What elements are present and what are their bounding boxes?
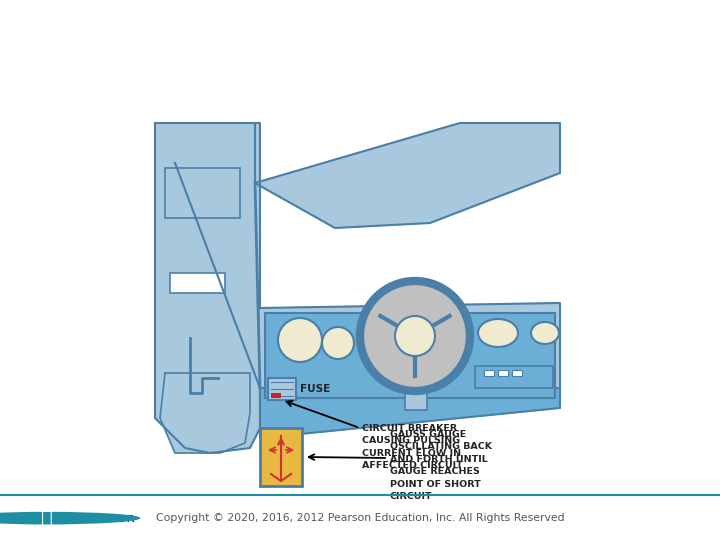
Bar — [271, 393, 281, 398]
Text: Ⓟ: Ⓟ — [41, 509, 53, 528]
Circle shape — [322, 327, 354, 359]
Polygon shape — [160, 373, 250, 453]
Circle shape — [395, 316, 435, 356]
Polygon shape — [255, 123, 560, 228]
Bar — [405, 380, 427, 410]
Text: the location of a short circuit even behind a metal panel: the location of a short circuit even beh… — [18, 76, 639, 94]
Text: Copyright © 2020, 2016, 2012 Pearson Education, Inc. All Rights Reserved: Copyright © 2020, 2016, 2012 Pearson Edu… — [156, 513, 564, 523]
Bar — [512, 370, 522, 376]
Bar — [265, 313, 555, 398]
Bar — [260, 428, 302, 486]
Text: GAUSS GAUGE
OSCILLATING BACK
AND FORTH UNTIL
GAUGE REACHES
POINT OF SHORT
CIRCUI: GAUSS GAUGE OSCILLATING BACK AND FORTH U… — [390, 430, 492, 502]
Text: CIRCUIT BREAKER
CAUSING PULSING
CURRENT FLOW IN
AFFECTED CIRCUIT: CIRCUIT BREAKER CAUSING PULSING CURRENT … — [362, 424, 463, 470]
Bar — [484, 370, 494, 376]
Circle shape — [360, 281, 470, 391]
Circle shape — [0, 512, 140, 524]
Bar — [170, 273, 225, 293]
Polygon shape — [260, 388, 560, 438]
Circle shape — [278, 318, 322, 362]
Ellipse shape — [531, 322, 559, 344]
Bar — [498, 370, 508, 376]
Text: Pearson: Pearson — [83, 511, 135, 525]
Ellipse shape — [478, 319, 518, 347]
Bar — [165, 168, 240, 218]
Polygon shape — [260, 303, 560, 388]
Text: Figure 45.36 A Gauss gauge can be used to determine: Figure 45.36 A Gauss gauge can be used t… — [18, 30, 616, 49]
Bar — [268, 378, 296, 400]
Bar — [475, 366, 553, 388]
Polygon shape — [155, 123, 260, 453]
Text: FUSE: FUSE — [300, 384, 330, 394]
